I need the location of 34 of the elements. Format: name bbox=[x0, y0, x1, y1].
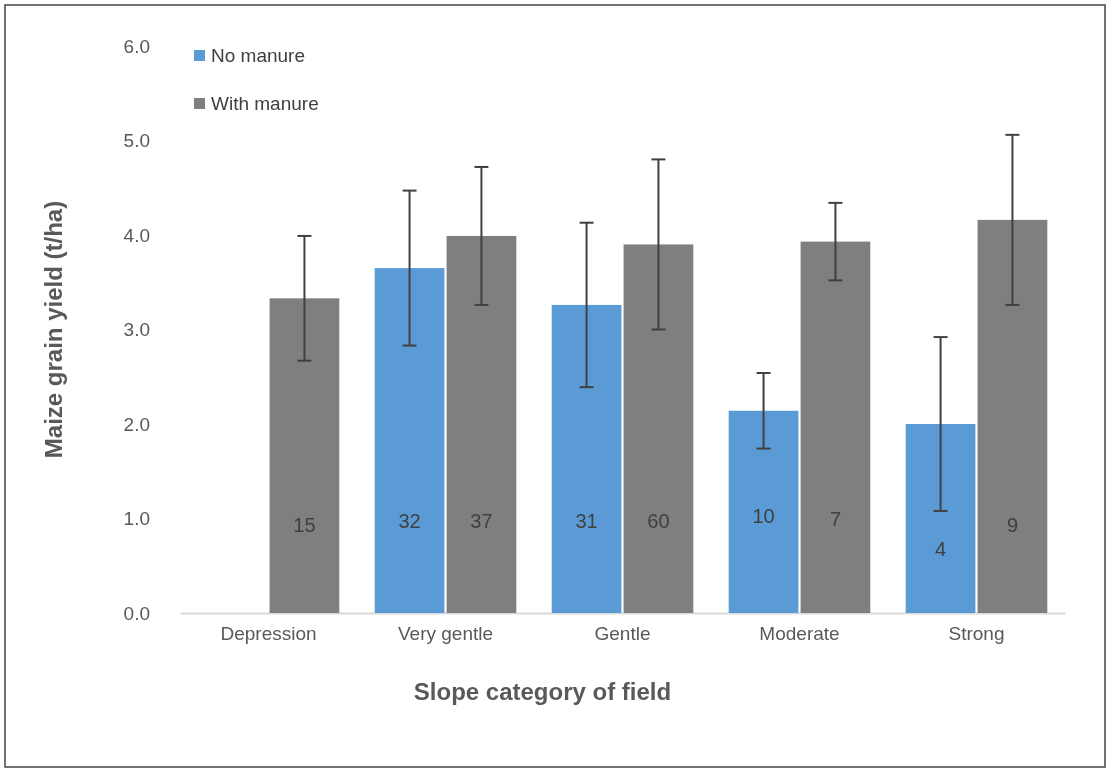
y-tick-label: 5.0 bbox=[123, 130, 150, 152]
x-tick-label: Moderate bbox=[759, 623, 840, 645]
bar bbox=[551, 304, 622, 613]
x-tick-label: Strong bbox=[948, 623, 1005, 645]
annotation: 9 bbox=[1006, 514, 1018, 537]
annotation: 15 bbox=[293, 514, 316, 537]
annotation: 60 bbox=[647, 510, 670, 533]
x-tick-label: Depression bbox=[220, 623, 317, 645]
legend-label: No manure bbox=[211, 44, 305, 66]
bar bbox=[623, 244, 694, 613]
x-tick-label: Gentle bbox=[594, 623, 651, 645]
annotation: 37 bbox=[470, 510, 493, 533]
y-axis-title: Maize grain yield (t/ha) bbox=[40, 200, 67, 459]
x-tick-label: Very gentle bbox=[397, 623, 494, 645]
legend-label: With manure bbox=[211, 92, 319, 114]
annotation: 4 bbox=[935, 537, 947, 560]
bar bbox=[800, 241, 871, 613]
x-axis-title: Slope category of field bbox=[413, 678, 672, 705]
bar bbox=[977, 219, 1048, 613]
bar bbox=[269, 298, 340, 613]
y-tick-label: 6.0 bbox=[123, 35, 150, 57]
annotation: 10 bbox=[752, 504, 775, 527]
y-tick-label: 1.0 bbox=[123, 508, 150, 530]
annotation: 7 bbox=[829, 507, 841, 530]
annotation: 32 bbox=[398, 510, 421, 533]
y-tick-label: 2.0 bbox=[123, 413, 150, 435]
bar bbox=[446, 235, 517, 613]
bar bbox=[374, 268, 445, 613]
y-tick-label: 4.0 bbox=[123, 224, 150, 246]
bar bbox=[728, 410, 799, 613]
annotation: 31 bbox=[575, 510, 598, 533]
y-tick-label: 3.0 bbox=[123, 319, 150, 341]
bar bbox=[905, 424, 976, 613]
y-tick-label: 0.0 bbox=[123, 602, 150, 624]
